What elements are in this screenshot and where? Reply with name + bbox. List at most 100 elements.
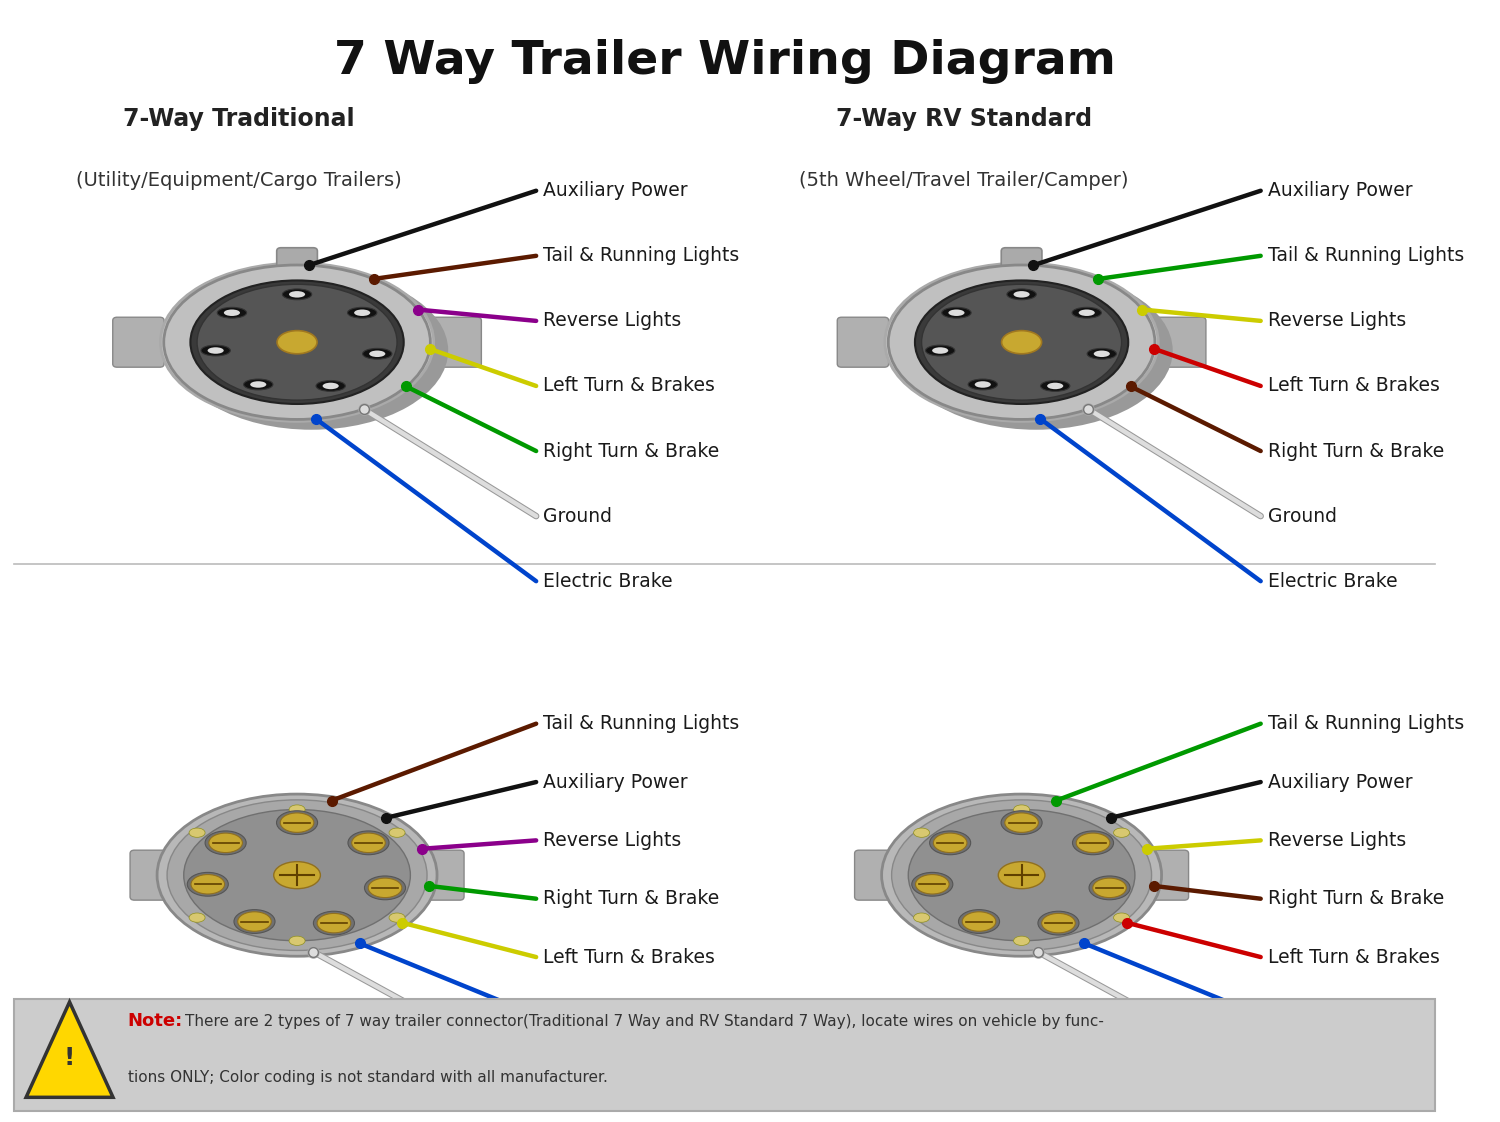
Text: Reverse Lights: Reverse Lights [543, 312, 681, 330]
Ellipse shape [196, 284, 398, 401]
Text: 7 Way Trailer Wiring Diagram: 7 Way Trailer Wiring Diagram [333, 39, 1116, 84]
Ellipse shape [237, 912, 272, 931]
Text: Reverse Lights: Reverse Lights [1268, 312, 1406, 330]
Ellipse shape [280, 813, 314, 833]
Ellipse shape [243, 379, 273, 389]
Ellipse shape [348, 831, 388, 855]
Ellipse shape [1014, 804, 1029, 815]
Ellipse shape [942, 307, 970, 319]
Text: Right Turn & Brake: Right Turn & Brake [1268, 890, 1444, 908]
Ellipse shape [1038, 911, 1078, 935]
Ellipse shape [290, 936, 304, 946]
Ellipse shape [914, 913, 930, 922]
Text: Tail & Running Lights: Tail & Running Lights [543, 715, 740, 733]
Text: Electric Brake: Electric Brake [543, 1006, 674, 1024]
Ellipse shape [276, 811, 318, 835]
Ellipse shape [282, 289, 312, 300]
Text: Right Turn & Brake: Right Turn & Brake [543, 442, 720, 460]
Ellipse shape [160, 263, 434, 422]
Text: Auxiliary Power: Auxiliary Power [543, 182, 688, 200]
Ellipse shape [316, 913, 351, 932]
Ellipse shape [1072, 307, 1101, 319]
Ellipse shape [930, 831, 970, 855]
Ellipse shape [958, 910, 999, 934]
Ellipse shape [891, 800, 1152, 950]
Ellipse shape [912, 873, 952, 896]
Ellipse shape [188, 873, 228, 896]
Ellipse shape [1041, 913, 1076, 932]
FancyBboxPatch shape [837, 318, 888, 367]
Text: 7-Way RV Standard: 7-Way RV Standard [836, 107, 1092, 131]
Polygon shape [26, 1002, 112, 1097]
Text: Ground: Ground [1268, 1065, 1336, 1083]
Ellipse shape [316, 380, 345, 392]
Ellipse shape [968, 379, 998, 389]
Ellipse shape [900, 272, 1173, 430]
Text: Ground: Ground [543, 1065, 612, 1083]
Ellipse shape [1076, 834, 1110, 853]
Ellipse shape [322, 383, 339, 389]
Ellipse shape [1089, 876, 1130, 900]
Ellipse shape [166, 800, 428, 950]
Ellipse shape [1047, 383, 1064, 389]
Text: (5th Wheel/Travel Trailer/Camper): (5th Wheel/Travel Trailer/Camper) [800, 172, 1128, 191]
FancyBboxPatch shape [15, 999, 1434, 1111]
Ellipse shape [914, 828, 930, 837]
Ellipse shape [1005, 813, 1038, 833]
Ellipse shape [999, 862, 1045, 889]
Ellipse shape [388, 913, 405, 922]
Ellipse shape [273, 862, 321, 889]
Ellipse shape [368, 879, 402, 898]
Ellipse shape [915, 280, 1128, 404]
Text: Left Turn & Brakes: Left Turn & Brakes [543, 377, 716, 395]
Text: (Utility/Equipment/Cargo Trailers): (Utility/Equipment/Cargo Trailers) [76, 172, 402, 191]
FancyBboxPatch shape [430, 318, 482, 367]
Text: Note:: Note: [128, 1012, 183, 1030]
Ellipse shape [948, 310, 964, 316]
Ellipse shape [885, 263, 1158, 422]
Ellipse shape [206, 831, 246, 855]
Ellipse shape [176, 272, 448, 430]
Text: !: ! [64, 1046, 75, 1070]
Ellipse shape [1094, 350, 1110, 357]
Ellipse shape [1113, 913, 1130, 922]
Ellipse shape [217, 307, 246, 319]
Ellipse shape [962, 912, 996, 931]
Text: 7-Way Traditional: 7-Way Traditional [123, 107, 355, 131]
Ellipse shape [1014, 291, 1029, 297]
Ellipse shape [1113, 828, 1130, 837]
Ellipse shape [290, 804, 304, 815]
Ellipse shape [278, 331, 316, 353]
FancyBboxPatch shape [855, 850, 900, 900]
Ellipse shape [224, 310, 240, 316]
Ellipse shape [1014, 936, 1029, 946]
Ellipse shape [921, 284, 1122, 401]
Ellipse shape [190, 280, 404, 404]
FancyBboxPatch shape [130, 850, 176, 900]
Ellipse shape [915, 874, 950, 894]
Text: Reverse Lights: Reverse Lights [1268, 831, 1406, 849]
Text: Electric Brake: Electric Brake [543, 572, 674, 590]
Ellipse shape [314, 911, 354, 935]
Text: Electric Brake: Electric Brake [1268, 572, 1398, 590]
Ellipse shape [251, 381, 267, 388]
Text: Ground: Ground [543, 507, 612, 525]
FancyBboxPatch shape [112, 318, 164, 367]
Text: Auxiliary Power: Auxiliary Power [1268, 182, 1413, 200]
Ellipse shape [207, 348, 224, 353]
Ellipse shape [1088, 349, 1116, 359]
Ellipse shape [348, 307, 376, 319]
Ellipse shape [909, 810, 1136, 940]
Ellipse shape [363, 349, 392, 359]
Ellipse shape [369, 350, 386, 357]
Ellipse shape [201, 346, 231, 356]
Text: tions ONLY; Color coding is not standard with all manufacturer.: tions ONLY; Color coding is not standard… [128, 1069, 608, 1085]
Ellipse shape [933, 834, 968, 853]
Ellipse shape [926, 346, 956, 356]
Ellipse shape [183, 810, 411, 940]
Ellipse shape [190, 874, 225, 894]
Ellipse shape [1000, 811, 1042, 835]
Text: Left Turn & Brakes: Left Turn & Brakes [1268, 948, 1440, 966]
Ellipse shape [1094, 879, 1126, 898]
Ellipse shape [888, 265, 1155, 420]
